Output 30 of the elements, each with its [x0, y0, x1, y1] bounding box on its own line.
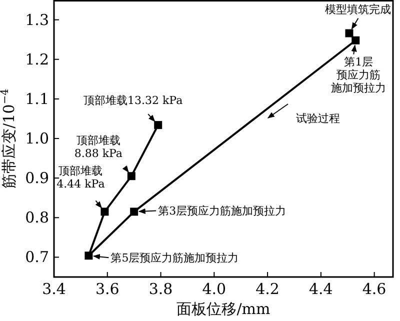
y-tick-label: 0.7 [25, 248, 49, 266]
x-tick-label: 4.6 [362, 280, 386, 298]
x-tick-label: 4.2 [256, 280, 280, 298]
annotation: 第5层预应力筋施加预拉力 [110, 252, 239, 265]
annotation: 试验过程 [296, 112, 340, 125]
annotation: 顶部堆载13.32 kPa [84, 94, 184, 108]
point [352, 36, 360, 44]
point [154, 121, 162, 130]
x-tick-label: 3.4 [42, 280, 66, 298]
y-tick-label: 1.1 [25, 90, 49, 108]
y-tick-label: 1.3 [25, 10, 49, 29]
x-tick-label: 4.4 [309, 280, 333, 298]
annotation: 第3层预应力筋施加预拉力 [158, 204, 286, 218]
x-tick-label: 4.0 [202, 280, 226, 298]
point [100, 208, 109, 216]
point [127, 172, 136, 180]
x-tick-label: 3.8 [148, 280, 173, 298]
x-axis-title: 面板位移/mm [176, 300, 270, 318]
point [345, 29, 354, 38]
y-tick-label: 0.9 [25, 169, 49, 188]
annotation: 顶部堆载4.44 kPa [56, 164, 106, 191]
point [84, 252, 93, 260]
y-tick-label: 1.2 [25, 50, 49, 68]
x-tick-label: 3.6 [95, 280, 120, 298]
annotation: 第1层预应力筋施加预拉力 [331, 55, 386, 94]
annotation: 顶部堆载8.88 kPa [74, 134, 123, 160]
annotation: 模型填筑完成 [325, 3, 392, 16]
y-tick-label: 1.0 [25, 130, 49, 148]
point [130, 208, 138, 216]
y-tick-label: 0.8 [25, 208, 49, 227]
